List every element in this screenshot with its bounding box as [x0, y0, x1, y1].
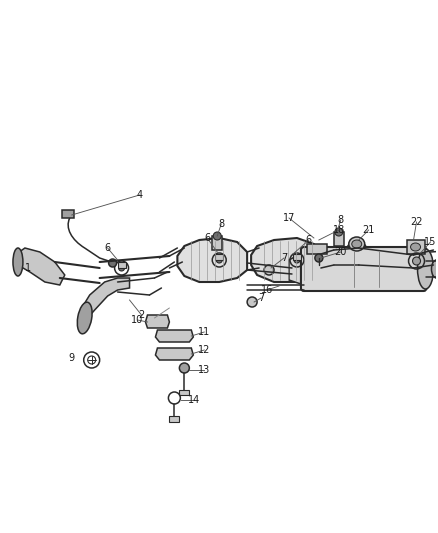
Text: 21: 21	[363, 225, 375, 235]
Circle shape	[180, 363, 189, 373]
Ellipse shape	[409, 247, 424, 275]
Text: 9: 9	[69, 353, 75, 363]
Text: 18: 18	[333, 225, 345, 235]
Circle shape	[119, 265, 124, 271]
Text: 12: 12	[198, 345, 211, 355]
Bar	[293, 254, 301, 260]
Polygon shape	[289, 252, 304, 285]
Bar	[307, 244, 327, 254]
Bar	[212, 236, 222, 250]
Circle shape	[247, 297, 257, 307]
Text: 10: 10	[131, 315, 144, 325]
Text: 22: 22	[410, 217, 423, 227]
Text: 1: 1	[25, 263, 31, 273]
Polygon shape	[177, 238, 247, 282]
Ellipse shape	[417, 249, 434, 289]
Circle shape	[413, 257, 420, 265]
Bar	[215, 254, 223, 260]
Circle shape	[109, 259, 117, 267]
Ellipse shape	[13, 248, 23, 276]
Text: 4: 4	[137, 190, 143, 200]
Ellipse shape	[345, 240, 369, 276]
Circle shape	[213, 232, 221, 240]
Polygon shape	[251, 238, 321, 282]
Text: 16: 16	[261, 285, 273, 295]
Ellipse shape	[77, 302, 92, 334]
Bar	[334, 232, 344, 246]
Ellipse shape	[431, 260, 438, 278]
Bar	[62, 210, 74, 218]
Circle shape	[294, 257, 300, 263]
Text: 7: 7	[258, 293, 264, 303]
Bar	[180, 390, 189, 395]
Polygon shape	[15, 248, 65, 285]
Polygon shape	[82, 278, 130, 318]
Text: 8: 8	[218, 219, 224, 229]
Circle shape	[216, 257, 222, 263]
Circle shape	[264, 265, 274, 275]
Text: 7: 7	[281, 253, 287, 263]
Polygon shape	[145, 315, 170, 328]
Text: 6: 6	[204, 233, 210, 243]
Text: 20: 20	[335, 247, 347, 257]
Bar	[406, 240, 424, 254]
Text: 6: 6	[306, 235, 312, 245]
Ellipse shape	[349, 237, 365, 251]
Circle shape	[335, 228, 343, 236]
Text: 8: 8	[338, 215, 344, 225]
Ellipse shape	[352, 240, 362, 248]
Text: 13: 13	[198, 365, 210, 375]
Circle shape	[315, 254, 323, 262]
Text: 17: 17	[283, 213, 295, 223]
Polygon shape	[155, 330, 193, 342]
Text: 11: 11	[198, 327, 210, 337]
Text: 14: 14	[188, 395, 201, 405]
Text: 6: 6	[105, 243, 111, 253]
Polygon shape	[155, 348, 193, 360]
Ellipse shape	[410, 243, 420, 251]
Bar	[170, 416, 180, 422]
Text: 2: 2	[138, 310, 145, 320]
Text: 15: 15	[424, 237, 437, 247]
Bar	[117, 262, 126, 268]
FancyBboxPatch shape	[301, 247, 427, 291]
